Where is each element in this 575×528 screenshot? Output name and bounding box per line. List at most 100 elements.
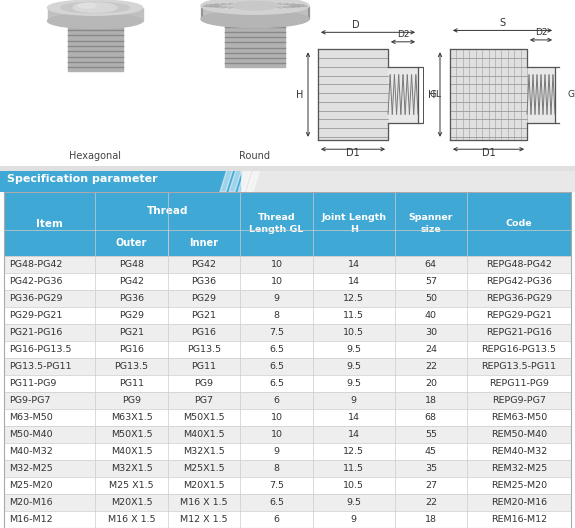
Text: Thread
Length GL: Thread Length GL xyxy=(250,213,304,234)
Text: Thread: Thread xyxy=(147,206,189,216)
Text: 10: 10 xyxy=(270,430,282,439)
Text: M50-M40: M50-M40 xyxy=(9,430,53,439)
Bar xyxy=(201,6,309,19)
Text: REPG36-PG29: REPG36-PG29 xyxy=(486,294,552,303)
Bar xyxy=(4,477,571,494)
Text: 6.5: 6.5 xyxy=(269,379,284,388)
Text: PG13.5: PG13.5 xyxy=(187,345,221,354)
Bar xyxy=(318,50,388,140)
Ellipse shape xyxy=(48,0,143,15)
Text: 6.5: 6.5 xyxy=(269,498,284,507)
Polygon shape xyxy=(247,166,261,192)
Text: M16-M12: M16-M12 xyxy=(9,515,53,524)
Text: 14: 14 xyxy=(348,260,359,269)
Text: REM16-M12: REM16-M12 xyxy=(491,515,547,524)
Text: 45: 45 xyxy=(425,447,437,456)
Text: 14: 14 xyxy=(348,277,359,286)
Text: 14: 14 xyxy=(348,430,359,439)
Text: PG11: PG11 xyxy=(119,379,144,388)
Bar xyxy=(4,230,571,256)
Text: 24: 24 xyxy=(425,345,437,354)
Bar xyxy=(4,426,571,443)
Text: 20: 20 xyxy=(425,379,437,388)
Bar xyxy=(4,307,571,324)
Text: M20-M16: M20-M16 xyxy=(9,498,53,507)
Text: REM32-M25: REM32-M25 xyxy=(491,464,547,473)
Text: M16 X 1.5: M16 X 1.5 xyxy=(180,498,228,507)
Text: 30: 30 xyxy=(425,328,437,337)
Text: PG11-PG9: PG11-PG9 xyxy=(9,379,56,388)
Bar xyxy=(4,358,571,375)
Text: PG29-PG21: PG29-PG21 xyxy=(9,310,62,319)
Text: 22: 22 xyxy=(425,498,437,507)
Text: 55: 55 xyxy=(425,430,437,439)
Text: 68: 68 xyxy=(425,413,437,422)
Text: REM63-M50: REM63-M50 xyxy=(491,413,547,422)
Bar xyxy=(67,19,122,71)
Text: 9: 9 xyxy=(274,447,279,456)
Text: M32-M25: M32-M25 xyxy=(9,464,53,473)
Text: PG21: PG21 xyxy=(191,310,217,319)
Text: GL: GL xyxy=(430,90,442,99)
Text: 18: 18 xyxy=(425,515,437,524)
Text: Spanner
size: Spanner size xyxy=(409,213,453,234)
Text: M50X1.5: M50X1.5 xyxy=(183,413,225,422)
Text: 9.5: 9.5 xyxy=(346,379,361,388)
Text: PG9: PG9 xyxy=(194,379,213,388)
Bar xyxy=(225,17,285,67)
Text: Round: Round xyxy=(240,150,270,161)
Ellipse shape xyxy=(201,0,309,14)
Text: 6.5: 6.5 xyxy=(269,362,284,371)
Bar xyxy=(4,443,571,460)
Bar xyxy=(0,166,240,192)
Bar xyxy=(4,290,571,307)
Text: 18: 18 xyxy=(425,396,437,405)
Text: PG42: PG42 xyxy=(119,277,144,286)
Ellipse shape xyxy=(48,13,143,29)
Bar xyxy=(4,375,571,392)
Text: REPG29-PG21: REPG29-PG21 xyxy=(486,310,552,319)
Text: PG29: PG29 xyxy=(191,294,217,303)
Text: M25X1.5: M25X1.5 xyxy=(183,464,225,473)
Text: 50: 50 xyxy=(425,294,437,303)
Bar xyxy=(230,166,575,192)
Text: 7.5: 7.5 xyxy=(269,328,284,337)
Bar xyxy=(388,67,418,122)
Text: M40X1.5: M40X1.5 xyxy=(111,447,152,456)
Text: 8: 8 xyxy=(274,310,279,319)
Text: 22: 22 xyxy=(425,362,437,371)
Bar xyxy=(4,511,571,528)
Text: PG16-PG13.5: PG16-PG13.5 xyxy=(9,345,71,354)
Text: REM40-M32: REM40-M32 xyxy=(491,447,547,456)
Text: M32X1.5: M32X1.5 xyxy=(111,464,152,473)
Text: PG42: PG42 xyxy=(191,260,217,269)
Text: M12 X 1.5: M12 X 1.5 xyxy=(180,515,228,524)
Text: M63-M50: M63-M50 xyxy=(9,413,53,422)
Text: 11.5: 11.5 xyxy=(343,464,364,473)
Bar xyxy=(4,341,571,358)
Text: 10: 10 xyxy=(270,260,282,269)
Text: Specification parameter: Specification parameter xyxy=(7,174,158,184)
Text: M25-M20: M25-M20 xyxy=(9,481,53,490)
Text: PG7: PG7 xyxy=(194,396,213,405)
Text: REPG48-PG42: REPG48-PG42 xyxy=(486,260,552,269)
Text: 10: 10 xyxy=(270,277,282,286)
Text: M40X1.5: M40X1.5 xyxy=(183,430,225,439)
Text: 7.5: 7.5 xyxy=(269,481,284,490)
Text: 10.5: 10.5 xyxy=(343,328,364,337)
Bar xyxy=(4,256,571,272)
Bar xyxy=(4,409,571,426)
Text: D1: D1 xyxy=(346,148,360,158)
Text: M20X1.5: M20X1.5 xyxy=(111,498,152,507)
Bar xyxy=(527,67,555,122)
Text: PG48: PG48 xyxy=(119,260,144,269)
Text: REPG9-PG7: REPG9-PG7 xyxy=(492,396,546,405)
Text: REPG11-PG9: REPG11-PG9 xyxy=(489,379,549,388)
Text: 35: 35 xyxy=(425,464,437,473)
Text: REM50-M40: REM50-M40 xyxy=(491,430,547,439)
Text: M25 X1.5: M25 X1.5 xyxy=(109,481,154,490)
Text: REPG16-PG13.5: REPG16-PG13.5 xyxy=(481,345,557,354)
Text: PG29: PG29 xyxy=(119,310,144,319)
Text: 40: 40 xyxy=(425,310,437,319)
Ellipse shape xyxy=(61,2,129,13)
